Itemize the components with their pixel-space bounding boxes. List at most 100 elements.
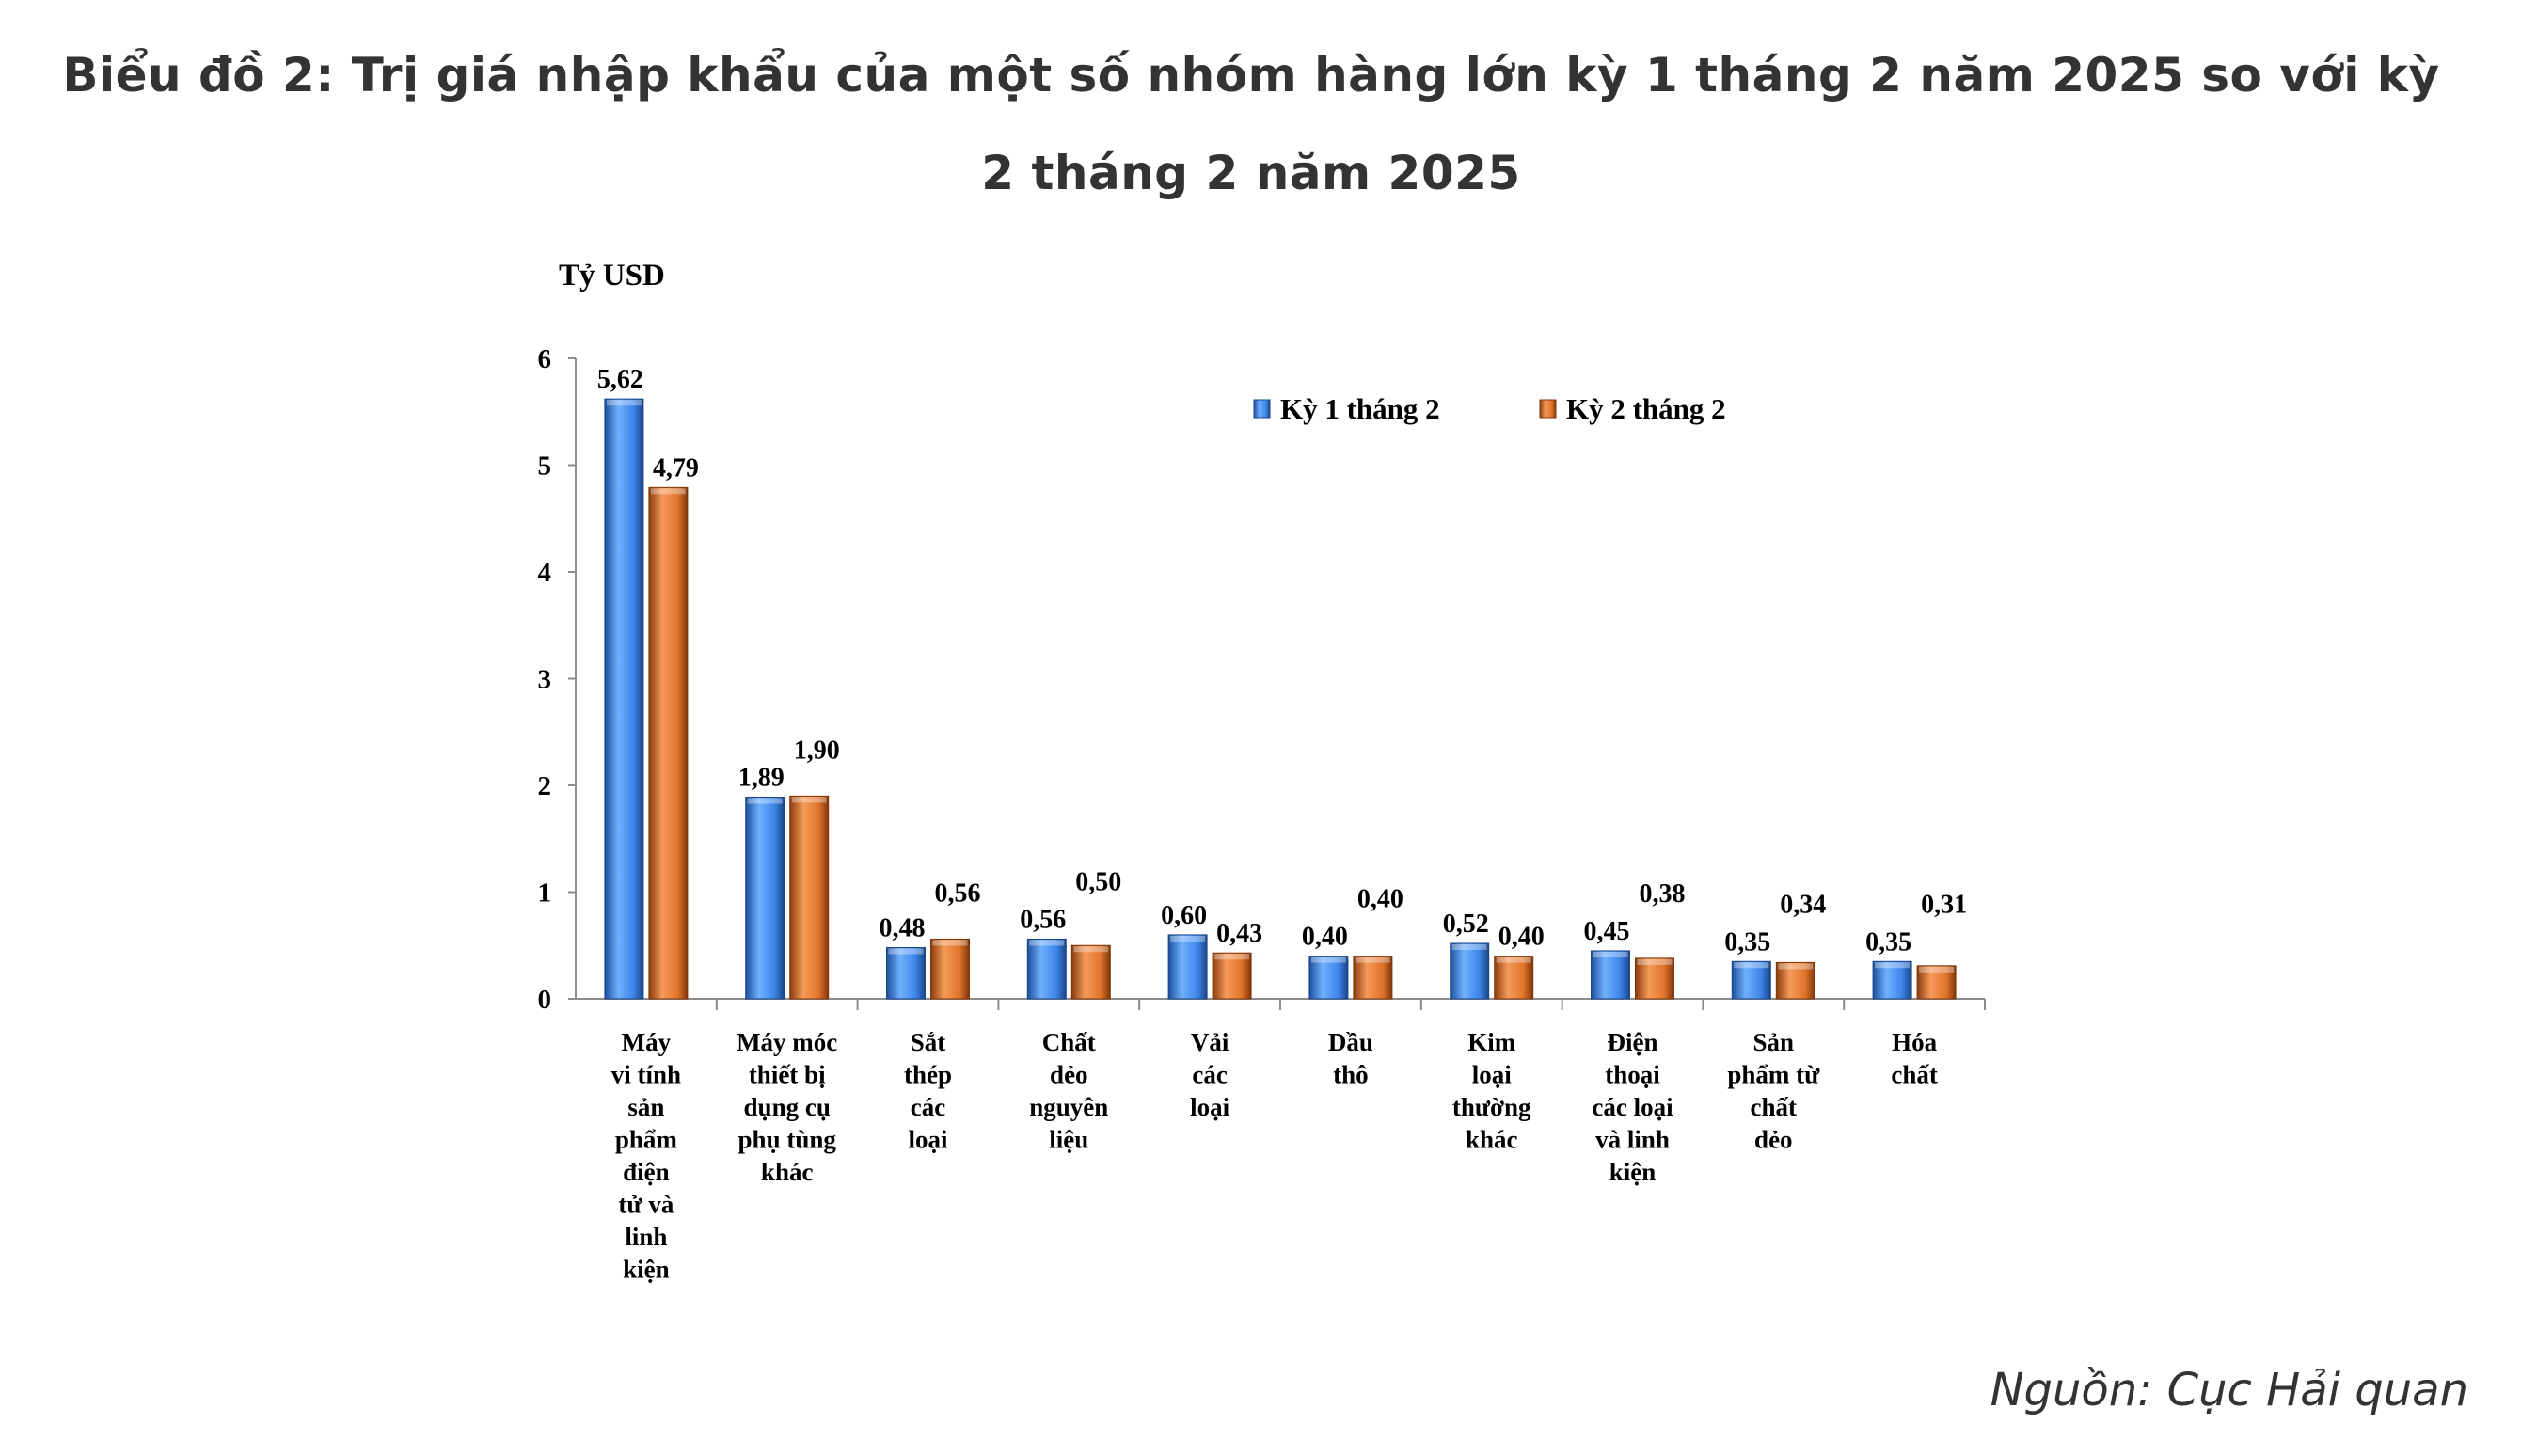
legend-swatch (1539, 399, 1557, 419)
x-category-label-line: kiện (623, 1256, 670, 1284)
data-label: 0,38 (1640, 879, 1686, 909)
source-note: Nguồn: Cục Hải quan (1990, 1364, 2468, 1416)
bar-top-bevel (1214, 954, 1250, 960)
bar-top-bevel (1355, 957, 1390, 963)
bar-1 (745, 796, 785, 1000)
bar-2 (1212, 952, 1252, 1000)
y-tick-label: 6 (538, 344, 552, 374)
bar-1 (1308, 956, 1349, 1000)
data-label: 0,40 (1357, 885, 1403, 914)
bar-top-bevel (1451, 943, 1487, 950)
bar-top-bevel (606, 400, 642, 406)
x-category-label-line: dẻo (1050, 1061, 1088, 1089)
data-label: 4,79 (653, 453, 699, 483)
legend: Kỳ 1 tháng 2 Kỳ 2 tháng 2 (1253, 392, 1726, 425)
bar-top-bevel (1919, 966, 1955, 973)
x-category-label: Hóa chất (1891, 1028, 1938, 1089)
bar-top-bevel (1496, 957, 1531, 963)
bar-1 (1450, 942, 1490, 1000)
x-category-label: Sản phẩm từ chất dẻo (1727, 1028, 1820, 1154)
bar-top-bevel (1734, 962, 1769, 969)
bar-1 (1026, 938, 1067, 1000)
bar-1 (1591, 950, 1630, 1000)
x-category-label-line: khác (761, 1158, 814, 1186)
x-category-label-line: thoại (1605, 1061, 1660, 1089)
x-category-label-line: chất (1891, 1061, 1938, 1089)
bar-2 (648, 486, 689, 1000)
data-label: 5,62 (597, 365, 643, 394)
data-label: 0,35 (1865, 927, 1911, 957)
x-category-label-line: khác (1466, 1126, 1518, 1154)
x-category-label-line: phụ tùng (738, 1126, 837, 1154)
data-label: 0,35 (1724, 927, 1770, 957)
bar-top-bevel (888, 948, 924, 955)
data-label: 1,90 (794, 736, 840, 765)
x-category-label-line: Sắt (911, 1028, 946, 1056)
x-category-label-line: Sản (1753, 1028, 1795, 1056)
y-tick-label: 3 (538, 665, 552, 695)
x-category-label-line: Máy (622, 1028, 672, 1056)
x-category-label-line: điện (623, 1158, 670, 1186)
legend-swatch (1253, 399, 1271, 419)
x-category-label-line: vi tính (611, 1061, 681, 1089)
x-category-label-line: liệu (1049, 1126, 1088, 1154)
x-category-label-line: sản (627, 1093, 664, 1121)
bar-1 (1872, 960, 1912, 1000)
data-label: 1,89 (738, 763, 785, 792)
data-label: 0,40 (1498, 923, 1545, 952)
bar-2 (1494, 956, 1534, 1000)
data-label: 0,56 (935, 878, 981, 908)
x-category-label-line: phẩm (615, 1126, 678, 1154)
bar-1 (1731, 960, 1771, 1000)
data-label: 0,60 (1161, 901, 1207, 930)
bar-1 (1167, 934, 1208, 1000)
x-category-label: Máy móc thiết bị dụng cụ phụ tùng khác (737, 1028, 837, 1186)
x-category-label-line: và linh (1595, 1126, 1670, 1154)
y-tick-label: 4 (538, 558, 552, 588)
x-category-label: Chất dẻo nguyên liệu (1029, 1028, 1108, 1154)
x-category-label-line: loại (908, 1126, 948, 1154)
bar-top-bevel (1875, 962, 1911, 969)
data-label: 0,56 (1020, 905, 1066, 934)
bar-top-bevel (1778, 963, 1814, 970)
bar-2 (1916, 965, 1957, 1000)
y-tick-label: 1 (538, 878, 552, 909)
data-label: 0,34 (1780, 890, 1826, 919)
y-tick-label: 2 (538, 771, 552, 801)
x-category-label-line: loại (1472, 1061, 1513, 1089)
bar-top-bevel (1310, 957, 1346, 963)
x-category-label-line: thép (904, 1061, 952, 1089)
data-label: 0,52 (1443, 910, 1489, 939)
bar-2 (930, 938, 970, 1000)
y-tick-label: 5 (538, 451, 552, 482)
x-category-label-line: Vải (1191, 1028, 1229, 1056)
x-category-label-line: linh (625, 1223, 667, 1251)
bar-top-bevel (1170, 935, 1206, 942)
x-category-label: Sắt thép các loại (904, 1028, 952, 1154)
x-category-label-line: loại (1190, 1093, 1230, 1121)
x-category-label-line: Dầu (1328, 1028, 1373, 1056)
x-category-label-line: các loại (1592, 1093, 1673, 1121)
data-label: 0,45 (1584, 917, 1630, 946)
x-category-label: Vải các loại (1190, 1028, 1230, 1121)
x-category-label-line: thường (1452, 1093, 1531, 1121)
x-category-label: Dầu thô (1328, 1028, 1373, 1089)
bar-2 (1353, 956, 1393, 1000)
data-label: 0,31 (1921, 890, 1967, 919)
legend-label: Kỳ 2 tháng 2 (1566, 392, 1726, 425)
bar-2 (1070, 944, 1111, 1000)
x-category-label: Điện thoại các loại và linh kiện (1592, 1028, 1673, 1186)
data-label: 0,50 (1075, 867, 1121, 896)
page-title: Biểu đồ 2: Trị giá nhập khẩu của một số … (62, 48, 2440, 200)
x-category-label-line: dụng cụ (744, 1093, 831, 1121)
x-category-label-line: thiết bị (749, 1061, 826, 1089)
bar-2 (789, 795, 830, 1000)
x-category-label-line: kiện (1609, 1158, 1657, 1186)
bar-top-bevel (650, 488, 686, 495)
legend-label: Kỳ 1 tháng 2 (1280, 392, 1440, 425)
bar-top-bevel (1593, 951, 1628, 957)
x-category-label-line: Kim (1467, 1028, 1516, 1056)
x-category-label: Máy vi tính sản phẩm điện tử và linh kiện (611, 1028, 681, 1284)
x-category-label-line: chất (1751, 1093, 1798, 1121)
